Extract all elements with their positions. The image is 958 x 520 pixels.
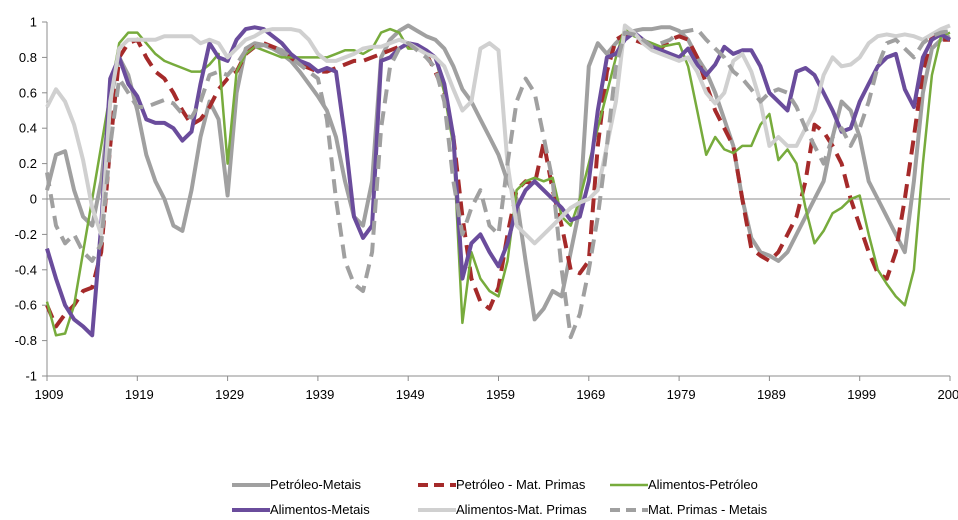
x-tick-label: 1939 — [305, 387, 334, 402]
series-line-4 — [45, 25, 952, 338]
y-tick-label: 1 — [30, 15, 37, 30]
series-line-2 — [45, 32, 950, 329]
legend-label-6: Mat. Primas - Metais — [648, 502, 768, 517]
y-tick-label: 0.2 — [19, 156, 37, 171]
legend-label-3: Alimentos-Petróleo — [648, 477, 758, 492]
series-line-5 — [45, 23, 951, 246]
x-tick-label: 1999 — [847, 387, 876, 402]
y-tick-label: 0.8 — [19, 50, 37, 65]
x-tick-label: 1959 — [486, 387, 515, 402]
x-tick-label: 1949 — [396, 387, 425, 402]
y-tick-label: -0.6 — [15, 298, 37, 313]
series-line-3 — [45, 26, 951, 337]
x-tick-label: 1979 — [667, 387, 696, 402]
y-tick-label: 0 — [30, 192, 37, 207]
legend-label-5: Alimentos-Mat. Primas — [456, 502, 587, 517]
axes: -1 -0.8 -0.6 -0.4 -0.2 0 0.2 0.4 0.6 0.8 1 1909 1919… — [15, 15, 958, 403]
x-tick-label: 1929 — [215, 387, 244, 402]
x-tick-label: 1919 — [125, 387, 154, 402]
y-tick-label: -1 — [25, 369, 37, 384]
legend-label-1: Petróleo-Metais — [270, 477, 362, 492]
series-line-1 — [45, 23, 951, 322]
x-tick-label: 1989 — [757, 387, 786, 402]
y-tick-label: 0.6 — [19, 85, 37, 100]
y-tick-label: -0.2 — [15, 227, 37, 242]
series-layer — [45, 23, 952, 340]
legend-label-4: Alimentos-Metais — [270, 502, 370, 517]
y-tick-label: -0.4 — [15, 262, 37, 277]
x-tick-label: 1909 — [35, 387, 64, 402]
y-tick-label: 0.4 — [19, 121, 37, 136]
legend-label-2: Petróleo - Mat. Primas — [456, 477, 586, 492]
y-tick-label: -0.8 — [15, 333, 37, 348]
x-tick-label: 1969 — [576, 387, 605, 402]
x-tick-label: 2009 — [938, 387, 958, 402]
legend: Petróleo-Metais Petróleo - Mat. Primas Ali… — [232, 477, 768, 517]
